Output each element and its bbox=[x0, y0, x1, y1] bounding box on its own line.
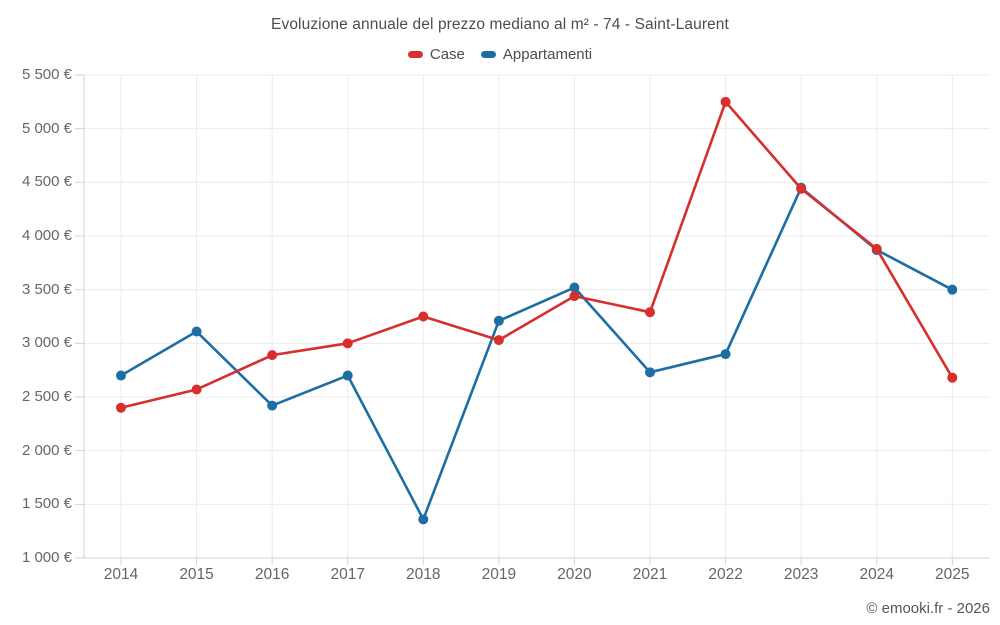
y-axis-label: 3 500 € bbox=[21, 280, 72, 298]
x-axis-label: 2025 bbox=[935, 566, 970, 583]
copyright-text: © emooki.fr - 2026 bbox=[866, 600, 990, 617]
x-axis-label: 2023 bbox=[783, 566, 819, 583]
data-point-case-2021[interactable] bbox=[645, 307, 656, 318]
data-point-appartamenti-2015[interactable] bbox=[191, 326, 202, 337]
data-point-case-2019[interactable] bbox=[493, 335, 504, 346]
y-axis-label: 4 500 € bbox=[21, 173, 72, 191]
y-axis-label: 1 500 € bbox=[21, 495, 72, 513]
y-axis-label: 2 500 € bbox=[21, 388, 72, 405]
series-line-case bbox=[119, 100, 954, 410]
y-axis-label: 3 000 € bbox=[21, 334, 72, 352]
legend-item-appartamenti[interactable]: Appartamenti bbox=[480, 46, 593, 63]
legend-swatch-icon bbox=[407, 51, 423, 58]
y-axis-label: 5 500 € bbox=[21, 66, 72, 83]
x-axis-label: 2018 bbox=[406, 566, 441, 583]
x-axis-label: 2020 bbox=[557, 566, 592, 583]
data-point-case-2017[interactable] bbox=[342, 338, 353, 349]
legend-label: Appartamenti bbox=[502, 46, 593, 63]
y-axis-label: 2 000 € bbox=[21, 441, 72, 459]
chart-legend: Case Appartamenti bbox=[0, 46, 1000, 63]
data-point-appartamenti-2021[interactable] bbox=[645, 367, 656, 378]
x-axis-label: 2015 bbox=[179, 566, 214, 583]
data-point-appartamenti-2025[interactable] bbox=[947, 284, 958, 295]
legend-label: Case bbox=[429, 46, 465, 63]
data-point-case-2015[interactable] bbox=[191, 384, 202, 395]
x-axis-label: 2024 bbox=[859, 566, 894, 583]
x-axis-label: 2019 bbox=[481, 566, 517, 583]
data-point-case-2016[interactable] bbox=[267, 350, 278, 361]
data-point-case-2024[interactable] bbox=[871, 243, 882, 254]
data-point-appartamenti-2016[interactable] bbox=[267, 400, 278, 411]
series-line-appartamenti bbox=[119, 186, 954, 521]
chart-title: Evoluzione annuale del prezzo mediano al… bbox=[271, 16, 729, 33]
data-point-appartamenti-2014[interactable] bbox=[116, 370, 126, 381]
x-axis-label: 2016 bbox=[254, 566, 290, 583]
data-point-appartamenti-2019[interactable] bbox=[493, 315, 504, 326]
x-axis-label: 2014 bbox=[103, 566, 139, 583]
x-axis-label: 2021 bbox=[632, 566, 668, 583]
data-point-case-2014[interactable] bbox=[116, 402, 126, 413]
data-point-case-2025[interactable] bbox=[947, 372, 958, 383]
x-axis-label: 2017 bbox=[330, 566, 365, 583]
data-point-appartamenti-2017[interactable] bbox=[342, 370, 353, 381]
x-axis-label: 2022 bbox=[708, 566, 743, 583]
legend-item-case[interactable]: Case bbox=[407, 46, 465, 63]
data-point-case-2018[interactable] bbox=[418, 311, 429, 322]
legend-swatch-icon bbox=[480, 51, 496, 58]
y-axis-label: 4 000 € bbox=[21, 227, 72, 244]
data-point-case-2023[interactable] bbox=[796, 183, 807, 194]
data-point-case-2022[interactable] bbox=[720, 96, 731, 107]
y-axis-label: 5 000 € bbox=[21, 119, 72, 137]
data-point-appartamenti-2018[interactable] bbox=[418, 514, 429, 525]
data-point-appartamenti-2020[interactable] bbox=[569, 282, 580, 293]
data-point-appartamenti-2022[interactable] bbox=[720, 349, 731, 360]
data-point-case-2020[interactable] bbox=[569, 291, 580, 302]
y-axis-label: 1 000 € bbox=[21, 549, 72, 566]
